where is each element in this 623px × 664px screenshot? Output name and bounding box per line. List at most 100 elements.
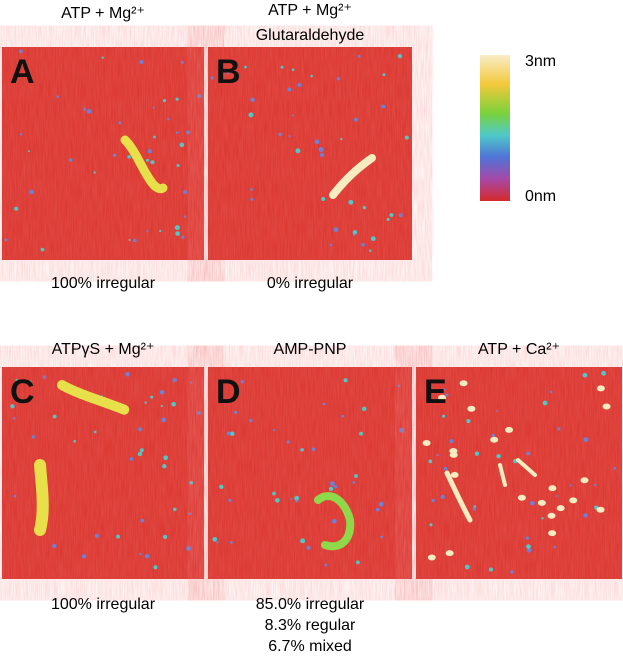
feature <box>314 492 355 551</box>
speck <box>294 495 300 501</box>
speck <box>52 414 57 419</box>
speck <box>278 132 282 137</box>
speck <box>14 206 19 211</box>
speck <box>397 384 401 388</box>
panel-title: Glutaraldehyde <box>256 27 365 44</box>
speck <box>557 427 561 431</box>
speck <box>188 512 192 516</box>
speck <box>310 74 314 78</box>
speck <box>93 171 96 174</box>
speck <box>153 135 156 139</box>
particle <box>602 403 611 410</box>
speck <box>139 552 142 556</box>
speck <box>189 480 194 485</box>
speck <box>428 459 433 464</box>
speck <box>333 485 338 489</box>
speck <box>12 416 16 420</box>
speck <box>175 131 179 135</box>
panel-title: AMP-PNP <box>274 341 347 358</box>
panel-letter: C <box>10 373 35 411</box>
color-scale <box>480 55 510 201</box>
speck <box>449 439 454 444</box>
speck <box>306 545 311 550</box>
speck <box>216 541 219 544</box>
speck <box>329 481 335 486</box>
speck <box>375 507 380 512</box>
speck <box>343 378 348 383</box>
speck <box>228 498 232 502</box>
speck <box>287 87 292 92</box>
speck <box>362 205 367 210</box>
speck <box>176 164 180 168</box>
speck <box>29 380 32 383</box>
speck <box>83 107 87 111</box>
speck <box>18 49 23 54</box>
speck <box>183 190 188 195</box>
speck <box>496 409 499 412</box>
afm-image <box>416 367 622 579</box>
speck <box>329 243 332 247</box>
speck <box>42 375 47 379</box>
speck <box>219 484 224 489</box>
speck <box>474 451 480 456</box>
speck <box>300 447 304 452</box>
speck <box>314 139 320 145</box>
panel-letter: E <box>424 373 447 411</box>
particle <box>459 380 468 387</box>
afm-image <box>2 47 204 260</box>
particle <box>580 477 589 484</box>
speck <box>250 97 255 103</box>
speck <box>356 560 360 565</box>
speck <box>336 77 341 81</box>
speck <box>530 500 535 506</box>
speck <box>525 536 529 540</box>
speck <box>386 218 390 222</box>
speck <box>93 430 97 434</box>
speck <box>171 401 176 407</box>
speck <box>226 72 229 75</box>
speck <box>181 235 185 239</box>
speck <box>319 152 325 158</box>
speck <box>472 507 477 511</box>
speck <box>197 94 202 99</box>
speck <box>133 238 137 243</box>
speck <box>594 483 597 487</box>
panel-letter: A <box>10 53 35 91</box>
speck <box>152 106 155 109</box>
speck <box>183 215 187 218</box>
feature <box>444 470 473 523</box>
speck <box>162 534 168 540</box>
afm-image <box>2 367 204 579</box>
panel-caption: 85.0% irregular <box>256 596 365 613</box>
speck <box>381 104 386 109</box>
speck <box>230 541 233 544</box>
speck <box>140 518 145 523</box>
speck <box>127 155 131 159</box>
speck <box>129 457 134 461</box>
speck <box>137 451 143 457</box>
speck <box>331 518 337 524</box>
speck <box>29 189 34 195</box>
speck <box>526 451 531 456</box>
speck <box>445 393 449 397</box>
particle <box>596 506 605 513</box>
speck <box>244 65 247 69</box>
speck <box>583 513 588 518</box>
speck <box>248 112 254 118</box>
speck <box>272 491 276 496</box>
speck <box>250 187 253 191</box>
speck <box>300 538 306 544</box>
particle <box>438 394 447 401</box>
particle <box>450 471 459 478</box>
speck <box>295 148 301 154</box>
speck <box>146 229 149 233</box>
speck <box>397 54 403 59</box>
speck <box>186 545 191 551</box>
panel-caption: 6.7% mixed <box>268 638 352 655</box>
speck <box>101 56 104 59</box>
speck <box>398 213 403 218</box>
speck <box>81 554 87 559</box>
speck <box>150 395 154 399</box>
speck <box>56 95 59 98</box>
